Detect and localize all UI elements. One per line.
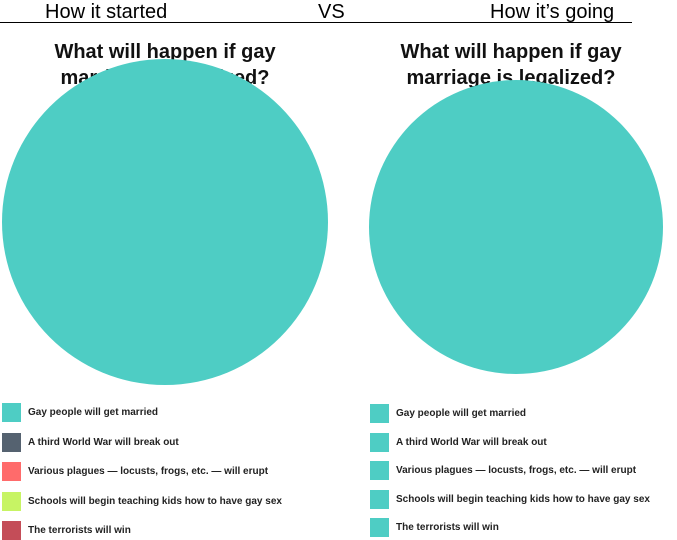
pie-chart — [369, 80, 663, 374]
legend-swatch — [2, 491, 21, 511]
legend-swatch — [2, 403, 21, 422]
header-rule — [0, 22, 632, 23]
header-middle: VS — [318, 1, 345, 23]
header-left: How it started — [45, 1, 168, 23]
header-right: How it’s going — [490, 1, 615, 23]
legend-swatch — [2, 432, 21, 452]
legend-swatch — [370, 518, 389, 537]
legend-label: Gay people will get married — [396, 408, 527, 419]
pie-slice — [2, 59, 328, 385]
legend-label: Various plagues — locusts, frogs, etc. —… — [396, 465, 637, 476]
legend-label: A third World War will break out — [28, 436, 179, 448]
legend-swatch — [2, 521, 21, 540]
chart-title: What will happen if gay marriage is lega… — [400, 41, 622, 89]
legend-label: The terrorists will win — [396, 522, 499, 533]
pie-slice — [369, 80, 663, 374]
legend-label: Schools will begin teaching kids how to … — [396, 493, 650, 505]
legend-label: A third World War will break out — [396, 436, 547, 448]
pie-chart — [2, 59, 328, 385]
legend-label: Various plagues — locusts, frogs, etc. —… — [28, 466, 269, 477]
legend-label: The terrorists will win — [28, 525, 131, 536]
legend-label: Gay people will get married — [28, 407, 159, 418]
legend-swatch — [370, 432, 389, 452]
legend-label: Schools will begin teaching kids how to … — [28, 495, 282, 507]
legend-swatch — [370, 489, 389, 509]
legend-swatch — [370, 404, 389, 423]
legend-swatch — [2, 462, 21, 481]
legend-swatch — [370, 461, 389, 480]
